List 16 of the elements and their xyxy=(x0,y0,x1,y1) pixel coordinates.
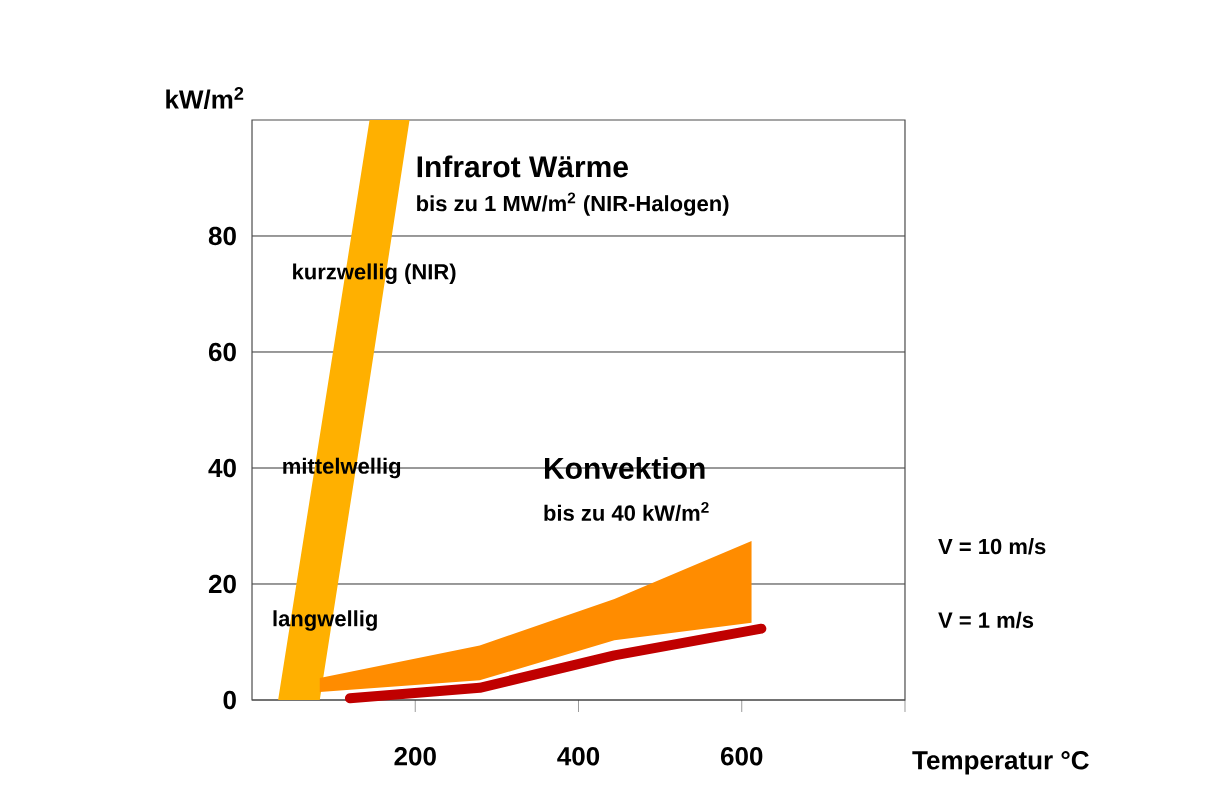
annotation: bis zu 40 kW/m$^{2}$ xyxy=(544,501,709,522)
y-tick-label: 60 xyxy=(208,342,236,362)
y-tick-label: 80 xyxy=(208,226,236,246)
x-tick-label: 600 xyxy=(720,747,763,766)
y-tick-label: 40 xyxy=(208,458,236,478)
annotation: Konvektion xyxy=(544,456,705,480)
text: V = 10 m/s xyxy=(938,538,1046,555)
y-tick-label: 0 xyxy=(223,690,236,710)
y-tick-label: 20 xyxy=(208,574,236,594)
x-axis-title: Temperatur °C xyxy=(912,751,1089,775)
x-tick-label: 400 xyxy=(557,747,600,766)
text: V = 1 m/s xyxy=(938,611,1034,629)
y-axis-title: kW/m$^{2}$ xyxy=(166,87,244,109)
x-tick-label: 200 xyxy=(394,747,436,766)
annotation: bis zu 1 MW/m$^{2}$ (NIR-Halogen) xyxy=(417,192,729,216)
annotation: Infrarot Wärme xyxy=(417,155,628,178)
